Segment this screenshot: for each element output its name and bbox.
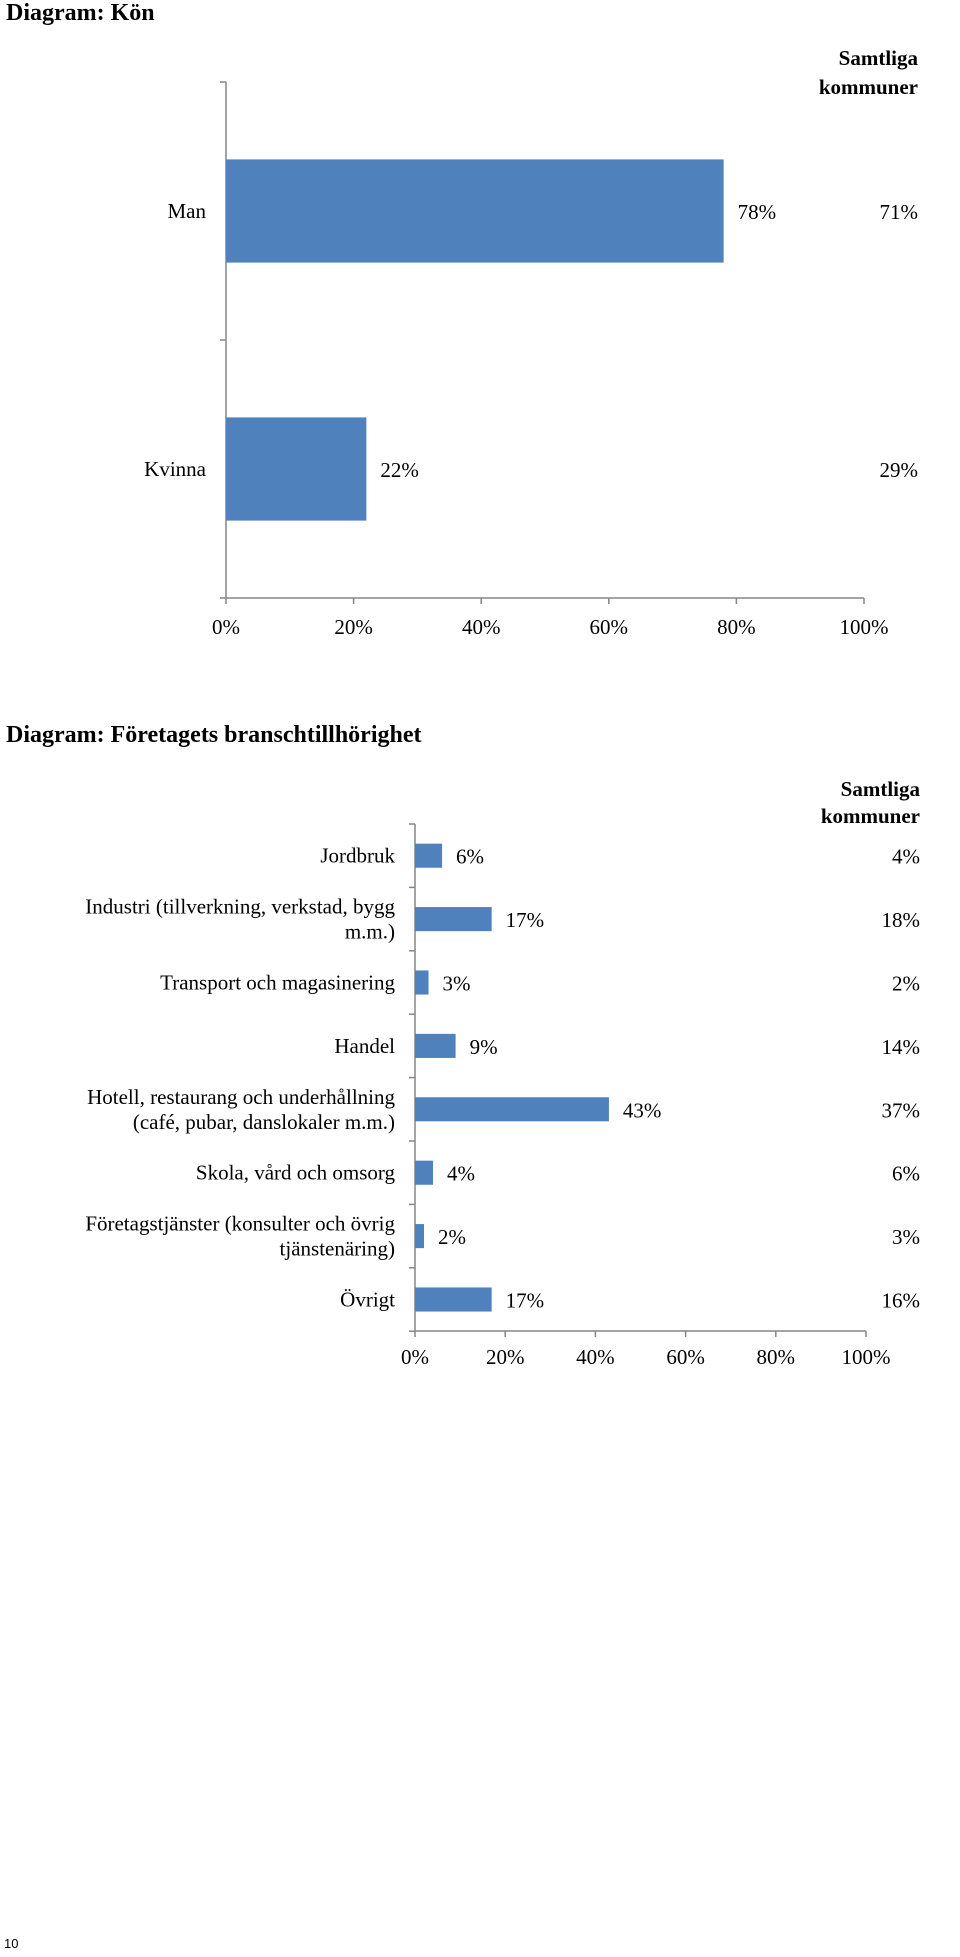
category-label: Kvinna xyxy=(144,457,207,481)
comparison-value: 29% xyxy=(880,458,919,482)
bar xyxy=(415,970,429,995)
comparison-header: kommuner xyxy=(821,804,920,828)
x-tick-label: 60% xyxy=(666,1345,705,1369)
data-label: 2% xyxy=(438,1225,466,1249)
category-label: Man xyxy=(168,199,207,223)
x-tick-label: 60% xyxy=(590,615,629,639)
category-label: m.m.) xyxy=(345,920,395,944)
category-label: Jordbruk xyxy=(320,844,395,868)
category-label: Handel xyxy=(334,1034,395,1058)
category-label: Transport och magasinering xyxy=(160,971,395,995)
data-label: 43% xyxy=(623,1098,662,1122)
data-label: 17% xyxy=(506,1289,545,1313)
chart-title-kon: Diagram: Kön xyxy=(6,0,155,26)
x-tick-label: 0% xyxy=(401,1345,429,1369)
bar xyxy=(415,1033,456,1058)
category-label: Företagstjänster (konsulter och övrig xyxy=(85,1212,395,1236)
x-tick-label: 100% xyxy=(842,1345,891,1369)
category-label: Hotell, restaurang och underhållning xyxy=(87,1085,395,1109)
chart-kon: 0% 20% 40% 60% 80% 100% Samtliga kommuner Man 78%… xyxy=(144,46,919,639)
x-tick-label: 40% xyxy=(576,1345,615,1369)
chart-title-bransch: Diagram: Företagets branschtillhörighet xyxy=(6,722,422,748)
category-label: (café, pubar, danslokaler m.m.) xyxy=(133,1110,395,1134)
data-label: 9% xyxy=(470,1035,498,1059)
comparison-value: 2% xyxy=(892,972,920,996)
comparison-header: kommuner xyxy=(819,75,918,99)
comparison-value: 4% xyxy=(892,845,920,869)
category-label: Industri (tillverkning, verkstad, bygg xyxy=(85,895,395,919)
category-label: Övrigt xyxy=(340,1288,395,1312)
page-number: 10 xyxy=(4,1936,19,1951)
bar xyxy=(415,1287,492,1312)
bar xyxy=(415,1160,434,1185)
x-tick-label: 100% xyxy=(840,615,889,639)
x-tick-label: 80% xyxy=(757,1345,796,1369)
comparison-header: Samtliga xyxy=(841,777,921,801)
data-label: 3% xyxy=(443,972,471,996)
comparison-value: 16% xyxy=(882,1289,921,1313)
data-label: 4% xyxy=(447,1162,475,1186)
category-label: Skola, vård och omsorg xyxy=(196,1161,396,1185)
comparison-value: 18% xyxy=(882,908,921,932)
comparison-value: 6% xyxy=(892,1162,920,1186)
x-tick-label: 40% xyxy=(462,615,501,639)
comparison-value: 14% xyxy=(882,1035,921,1059)
x-tick-label: 80% xyxy=(717,615,756,639)
data-label: 6% xyxy=(456,845,484,869)
data-label: 22% xyxy=(380,458,419,482)
comparison-header: Samtliga xyxy=(839,46,919,70)
x-tick-label: 20% xyxy=(334,615,373,639)
bar xyxy=(415,843,443,868)
data-label: 17% xyxy=(506,908,545,932)
comparison-value: 71% xyxy=(880,200,919,224)
chart-bransch: 0% 20% 40% 60% 80% 100% Samtliga kommuner Jordbr… xyxy=(85,777,920,1369)
bar xyxy=(226,417,367,521)
bar xyxy=(226,159,724,263)
x-tick-label: 0% xyxy=(212,615,240,639)
bar xyxy=(415,1097,609,1122)
comparison-value: 37% xyxy=(882,1098,921,1122)
bar xyxy=(415,907,492,932)
category-label: tjänstenäring) xyxy=(280,1237,395,1261)
comparison-value: 3% xyxy=(892,1225,920,1249)
data-label: 78% xyxy=(738,200,777,224)
bar xyxy=(415,1224,425,1249)
x-tick-label: 20% xyxy=(486,1345,525,1369)
